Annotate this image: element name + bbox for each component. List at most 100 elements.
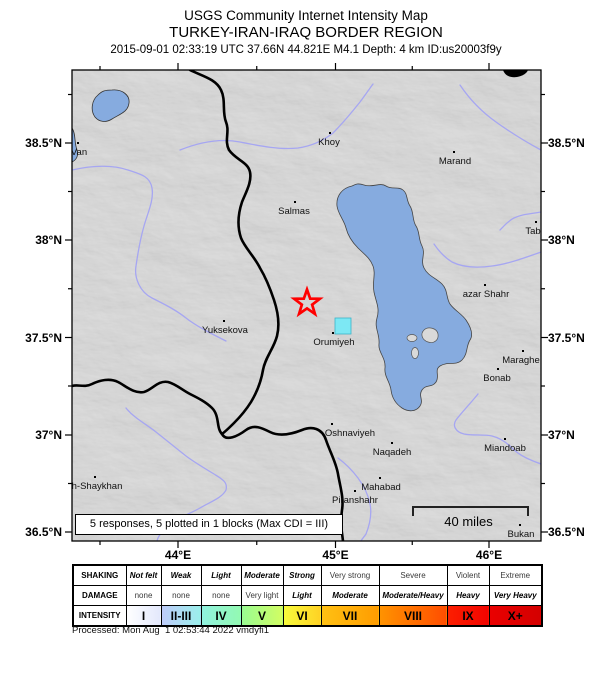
scale-label: 40 miles bbox=[444, 514, 493, 529]
city-dot bbox=[390, 441, 394, 445]
event-summary: 2015-09-01 02:33:19 UTC 37.66N 44.821E M… bbox=[110, 44, 502, 56]
lake-urmia bbox=[336, 183, 473, 412]
legend-header: SHAKING bbox=[72, 564, 127, 586]
lon-label: 45°E bbox=[322, 548, 349, 562]
lon-label: 44°E bbox=[164, 548, 192, 562]
city-label: Orumiyeh bbox=[313, 336, 355, 348]
intensity-cell: IX bbox=[446, 605, 490, 627]
shaking-cell: Violent bbox=[446, 564, 490, 586]
lat-label-right: 37°N bbox=[548, 428, 575, 442]
city-dot bbox=[293, 200, 297, 204]
page-title: USGS Community Internet Intensity Map bbox=[184, 8, 428, 23]
intensity-cell: V bbox=[240, 605, 284, 627]
intensity-cell: VII bbox=[320, 605, 380, 627]
damage-cell: none bbox=[160, 585, 202, 606]
city-dot bbox=[483, 283, 487, 287]
shaking-cell: Weak bbox=[160, 564, 202, 586]
damage-cell: none bbox=[125, 585, 162, 606]
intensity-cell: II-III bbox=[160, 605, 202, 627]
shaking-cell: Extreme bbox=[488, 564, 543, 586]
damage-cell: Moderate/Heavy bbox=[378, 585, 448, 606]
shaking-cell: Not felt bbox=[125, 564, 162, 586]
political-borders bbox=[72, 70, 345, 541]
city-label: Bukan bbox=[507, 528, 535, 540]
city-label: Naqadeh bbox=[372, 446, 412, 458]
city-dot bbox=[331, 331, 335, 335]
city-label: Maraghe bbox=[502, 354, 540, 366]
shaking-cell: Light bbox=[200, 564, 242, 586]
city-dot bbox=[496, 367, 500, 371]
city-label: Oshnaviyeh bbox=[324, 427, 376, 439]
city-label: h-Shaykhan bbox=[72, 480, 123, 492]
small-lake-nw bbox=[91, 89, 130, 122]
intensity-cell: I bbox=[125, 605, 162, 627]
lat-label-left: 36.5°N bbox=[25, 525, 62, 539]
legend-row-shaking: SHAKING Not felt Weak Light Moderate Str… bbox=[72, 564, 543, 586]
city-dot bbox=[222, 319, 226, 323]
intensity-cell: IV bbox=[200, 605, 242, 627]
city-label: Khoy bbox=[318, 136, 340, 148]
intensity-cell: VI bbox=[282, 605, 322, 627]
shaking-cell: Strong bbox=[282, 564, 322, 586]
top-edge-lake bbox=[503, 70, 528, 78]
scale-bar bbox=[412, 506, 529, 516]
lat-label-left: 38.5°N bbox=[25, 136, 62, 150]
city-dot bbox=[452, 150, 456, 154]
city-label: Marand bbox=[438, 155, 472, 167]
damage-cell: none bbox=[200, 585, 242, 606]
damage-cell: Light bbox=[282, 585, 322, 606]
city-dot bbox=[328, 131, 332, 135]
lat-label-right: 37.5°N bbox=[548, 330, 585, 345]
city-label: Piranshahr bbox=[332, 494, 378, 506]
lat-label-right: 36.5°N bbox=[548, 525, 585, 539]
city-dot bbox=[518, 523, 522, 527]
lat-label-right: 38.5°N bbox=[548, 136, 585, 150]
legend-header: INTENSITY bbox=[72, 605, 127, 627]
axis-ticks bbox=[65, 63, 548, 548]
damage-cell: Very light bbox=[240, 585, 284, 606]
lon-label: 46°E bbox=[475, 548, 503, 562]
shaking-cell: Very strong bbox=[320, 564, 380, 586]
damage-cell: Very Heavy bbox=[488, 585, 543, 606]
shaking-cell: Moderate bbox=[240, 564, 284, 586]
city-label: Tab bbox=[525, 225, 541, 237]
city-dot bbox=[353, 489, 357, 493]
map-area: Van Khoy Salmas Marand Tab azar Shahr Ma… bbox=[72, 70, 541, 541]
city-label: Salmas bbox=[278, 205, 310, 217]
lat-label-right: 38°N bbox=[548, 233, 575, 247]
lat-label-left: 38°N bbox=[35, 233, 62, 247]
damage-cell: Moderate bbox=[320, 585, 380, 606]
lat-label-left: 37°N bbox=[35, 428, 62, 442]
rivers bbox=[72, 83, 541, 541]
city-dot bbox=[378, 476, 382, 480]
lat-label-left: 37.5°N bbox=[25, 330, 62, 345]
city-dot bbox=[93, 475, 97, 479]
city-dot bbox=[534, 220, 538, 224]
processed-timestamp: Processed: Mon Aug 1 02:53:44 2022 vmdyf… bbox=[72, 625, 269, 636]
map-frame bbox=[71, 69, 542, 542]
city-label: Van bbox=[72, 146, 88, 158]
city-label: Mahabad bbox=[361, 481, 401, 493]
city-dot bbox=[76, 141, 80, 145]
city-dot bbox=[330, 422, 334, 426]
responses-note: 5 responses, 5 plotted in 1 blocks (Max … bbox=[75, 514, 343, 535]
damage-cell: Heavy bbox=[446, 585, 490, 606]
intensity-cell: X+ bbox=[488, 605, 543, 627]
intensity-cell: VIII bbox=[378, 605, 448, 627]
city-label: Bonab bbox=[483, 372, 511, 384]
intensity-block bbox=[334, 317, 352, 335]
region-title: TURKEY-IRAN-IRAQ BORDER REGION bbox=[169, 24, 443, 41]
lake-van-edge bbox=[72, 127, 79, 163]
city-label: Miandoab bbox=[484, 442, 526, 454]
city-label: azar Shahr bbox=[462, 288, 510, 300]
city-dot bbox=[521, 349, 525, 353]
intensity-legend: SHAKING Not felt Weak Light Moderate Str… bbox=[72, 564, 543, 627]
epicenter-star bbox=[290, 285, 324, 318]
lake-islands bbox=[406, 327, 439, 359]
city-label: Yuksekova bbox=[202, 324, 248, 336]
terrain-hillshade bbox=[72, 70, 541, 541]
city-dot bbox=[503, 437, 507, 441]
legend-row-intensity: INTENSITY I II-III IV V VI VII VIII IX X… bbox=[72, 605, 543, 627]
